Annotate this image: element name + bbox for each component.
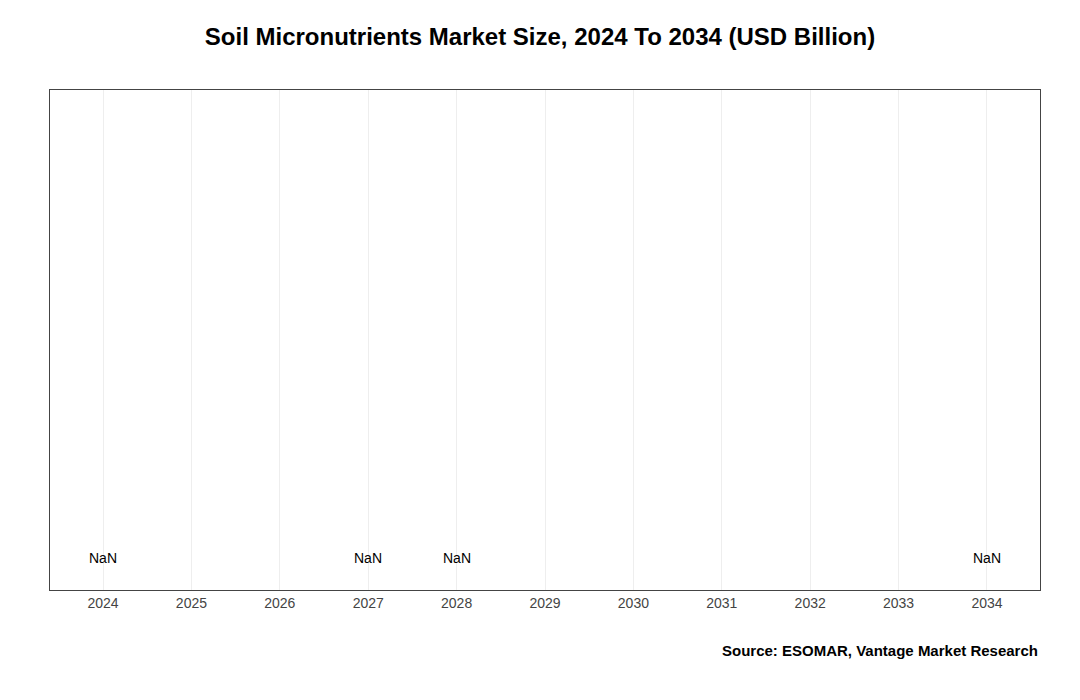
svg-text:2025: 2025 [176, 595, 207, 611]
svg-text:Source: ESOMAR, Vantage Market: Source: ESOMAR, Vantage Market Research [722, 642, 1038, 659]
svg-text:Soil Micronutrients Market Siz: Soil Micronutrients Market Size, 2024 To… [205, 23, 875, 50]
svg-text:NaN: NaN [443, 550, 471, 566]
svg-text:2026: 2026 [264, 595, 295, 611]
svg-text:NaN: NaN [973, 550, 1001, 566]
svg-text:2032: 2032 [795, 595, 826, 611]
svg-text:2034: 2034 [971, 595, 1002, 611]
svg-text:2031: 2031 [706, 595, 737, 611]
svg-text:2027: 2027 [353, 595, 384, 611]
svg-text:2029: 2029 [529, 595, 560, 611]
svg-text:NaN: NaN [354, 550, 382, 566]
svg-text:2028: 2028 [441, 595, 472, 611]
svg-text:2033: 2033 [883, 595, 914, 611]
svg-text:2030: 2030 [618, 595, 649, 611]
svg-text:NaN: NaN [89, 550, 117, 566]
svg-text:2024: 2024 [87, 595, 118, 611]
